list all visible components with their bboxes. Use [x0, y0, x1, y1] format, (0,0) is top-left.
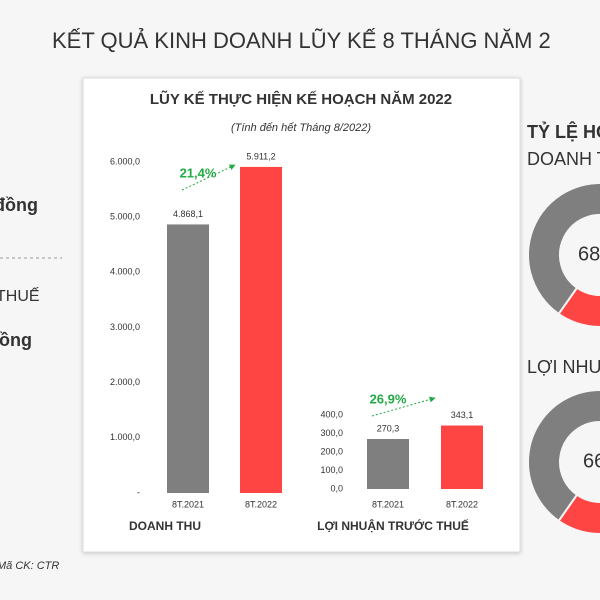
- growth-arrow: [371, 396, 436, 417]
- y-tick-label: 3.000,0: [110, 322, 140, 332]
- panel-title: LŨY KẾ THỰC HIỆN KẾ HOẠCH NĂM 2022: [150, 90, 452, 108]
- bar: [240, 166, 282, 493]
- y-tick-label: 2.000,0: [110, 377, 140, 387]
- value-label: 5.911,2: [246, 151, 275, 161]
- y-tick-label: 300,0: [320, 428, 343, 438]
- chart-title: LỢI NHUẬN TRƯỚC THUẾ: [317, 518, 469, 533]
- x-tick-label: 8T.2021: [172, 499, 204, 509]
- y-tick-label: 400,0: [320, 409, 343, 419]
- growth-label: 21,4%: [180, 165, 217, 180]
- y-tick-label: 4.000,0: [110, 267, 140, 277]
- value-label: 343,1: [451, 410, 474, 420]
- x-tick-label: 8T.2022: [245, 499, 277, 509]
- y-tick-label: 1.000,0: [110, 432, 140, 442]
- y-tick-label: 5.000,0: [110, 212, 140, 222]
- donut-center-label: 68: [578, 243, 600, 265]
- donut-slice: [527, 389, 600, 523]
- y-tick-label: 0,0: [330, 483, 343, 493]
- footnote: Mã CK: CTR: [0, 560, 59, 572]
- donut-center-label: 66: [583, 450, 600, 472]
- right-title: TỶ LỆ HO: [527, 121, 600, 142]
- bar: [167, 224, 209, 493]
- value-label: 270,3: [377, 423, 400, 433]
- y-tick-label: -: [137, 487, 140, 497]
- y-tick-label: 100,0: [320, 465, 343, 475]
- x-tick-label: 8T.2022: [446, 499, 478, 509]
- donut-slice: [557, 286, 600, 328]
- bar: [367, 438, 409, 489]
- donut-slice: [557, 493, 600, 535]
- left-note: THUẾ: [0, 286, 40, 305]
- donut-title: DOANH T: [527, 149, 600, 169]
- y-tick-label: 6.000,0: [110, 156, 140, 166]
- value-label: 4.868,1: [173, 209, 203, 219]
- left-note: đồng: [0, 195, 38, 215]
- left-note: đồng: [0, 330, 32, 350]
- panel-subtitle: (Tính đến hết Tháng 8/2022): [231, 122, 371, 134]
- growth-label: 26,9%: [370, 391, 407, 406]
- y-tick-label: 200,0: [320, 446, 343, 456]
- page-title: KẾT QUẢ KINH DOANH LŨY KẾ 8 THÁNG NĂM 2: [52, 28, 551, 53]
- donut-slice: [527, 182, 600, 316]
- donut-title: LỢI NHU: [527, 357, 600, 377]
- chart-title: DOANH THU: [129, 519, 201, 533]
- growth-arrow: [181, 164, 236, 191]
- bar: [441, 425, 483, 489]
- x-tick-label: 8T.2021: [372, 499, 404, 509]
